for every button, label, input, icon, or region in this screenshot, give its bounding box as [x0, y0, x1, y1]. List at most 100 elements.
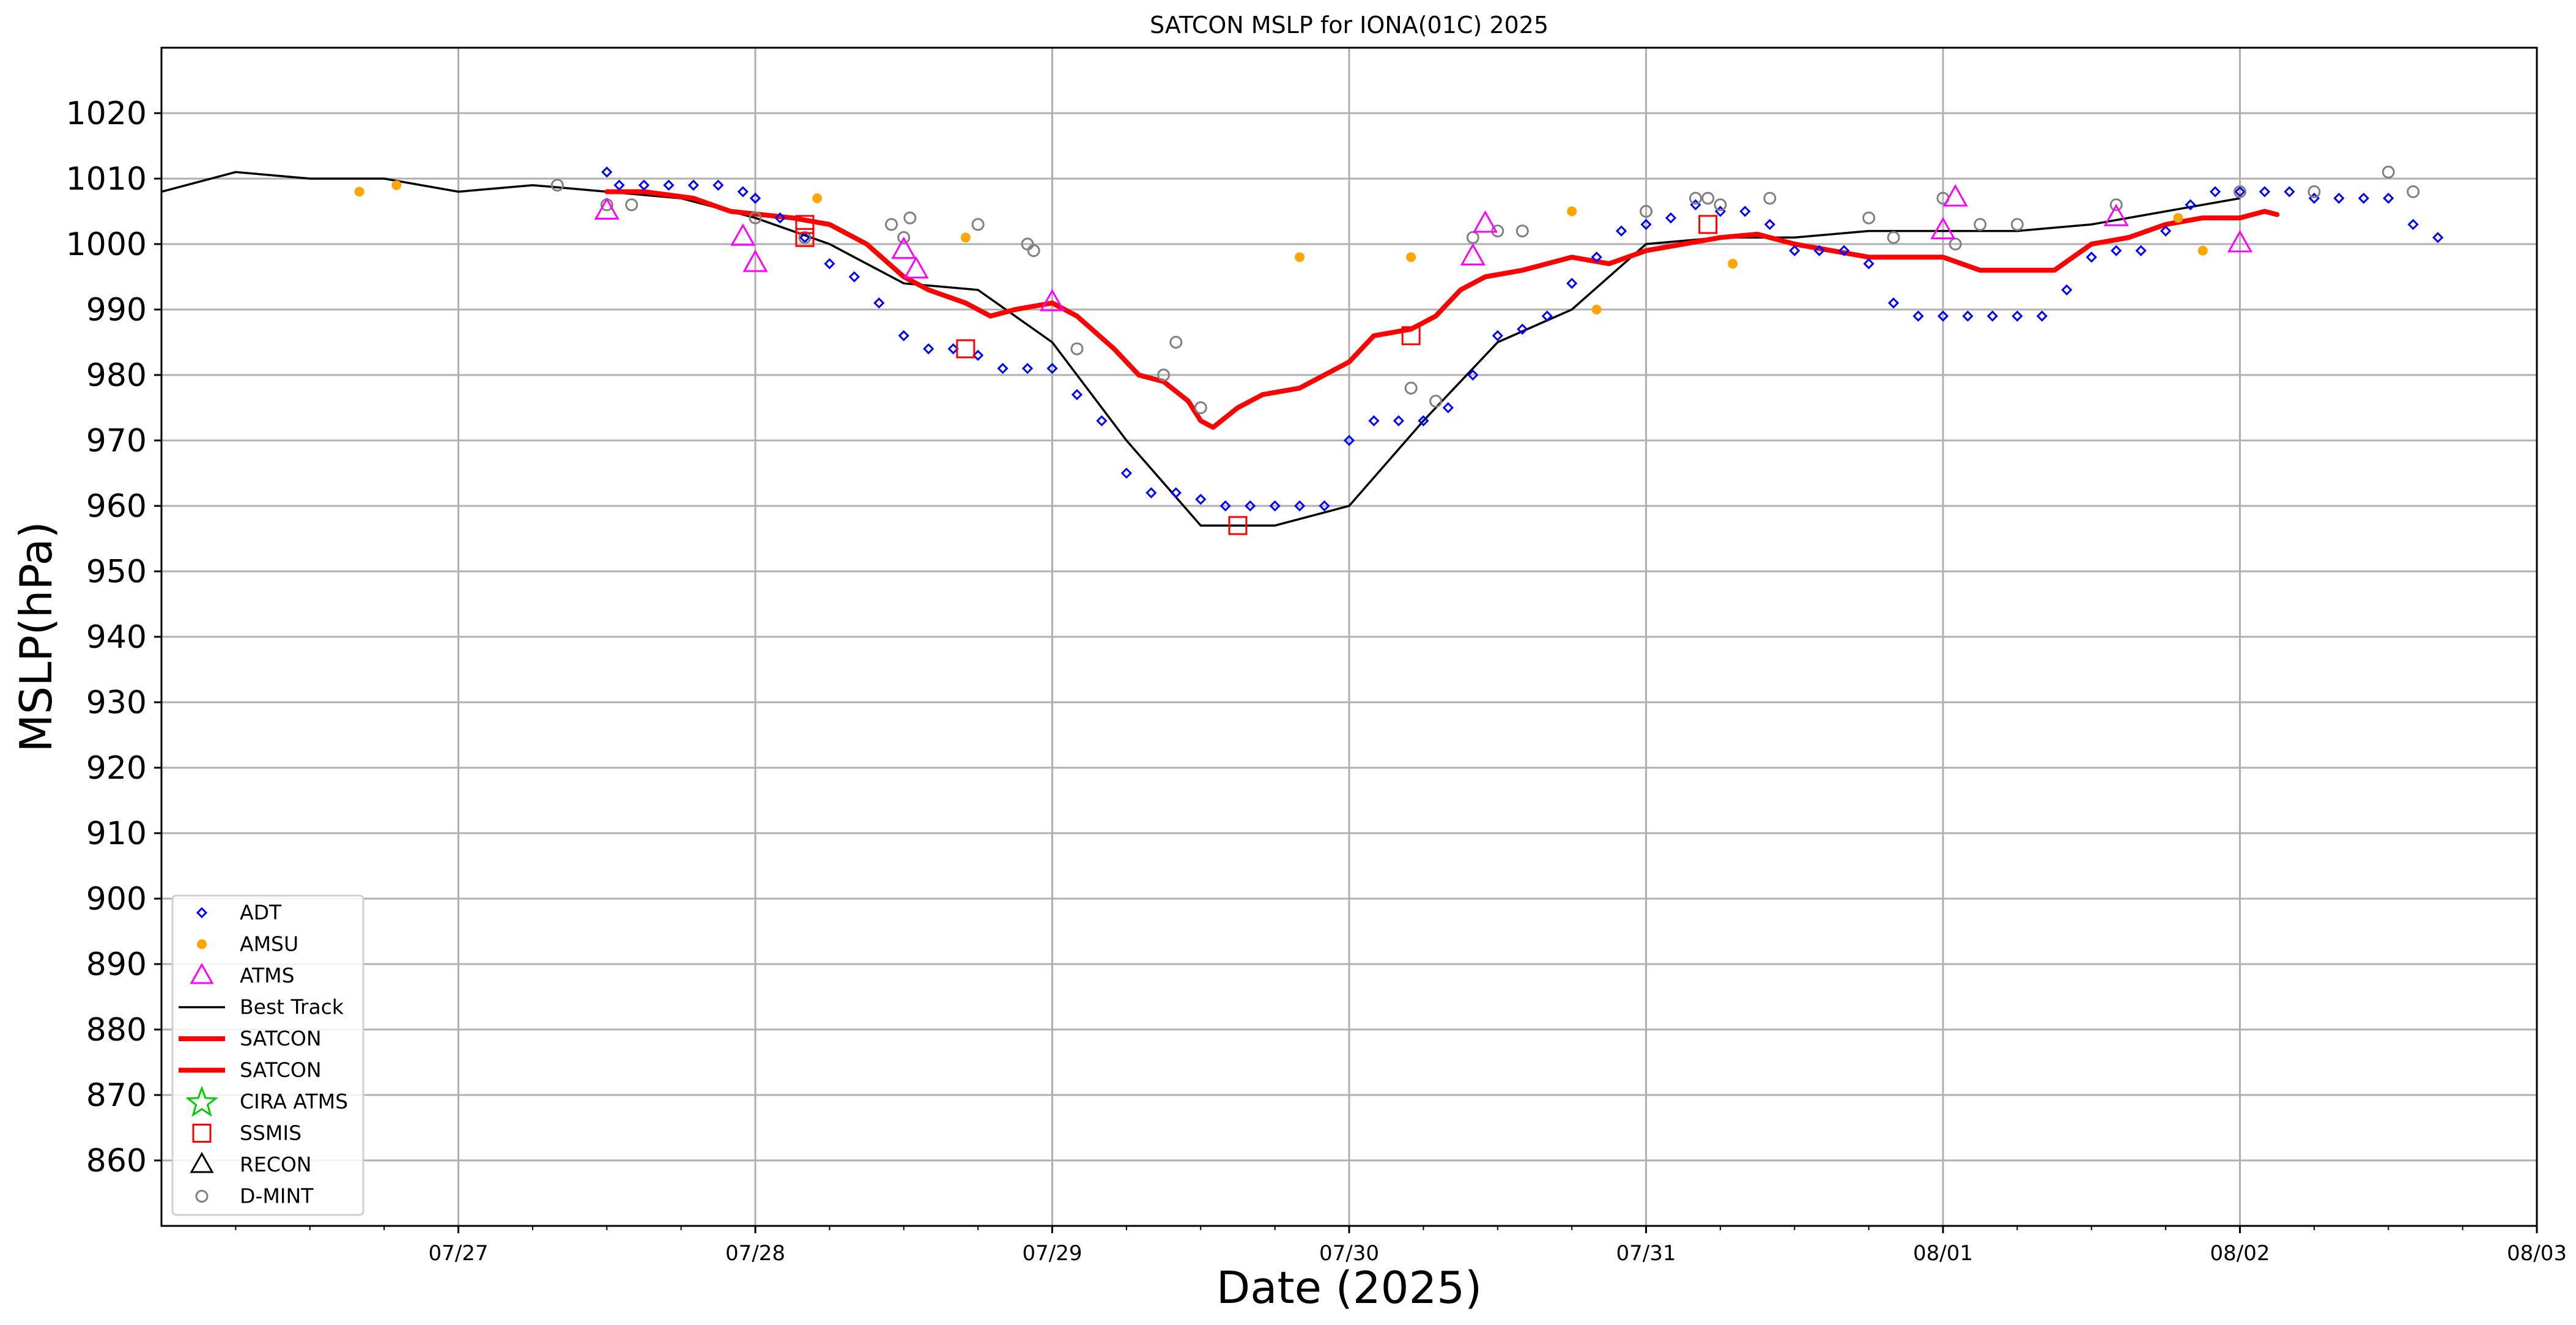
legend-label: SATCON — [240, 1058, 322, 1082]
adt-point — [1912, 310, 1924, 322]
legend-swatch — [196, 907, 208, 919]
adt-point — [2358, 192, 2369, 204]
dmint-point — [2234, 185, 2246, 198]
dmint-point — [903, 211, 917, 225]
grid — [161, 48, 2538, 1226]
ssmis-point — [795, 215, 815, 234]
dmint-point — [550, 179, 564, 192]
dmint-point — [625, 198, 638, 212]
legend-item: ADT — [196, 900, 282, 924]
y-tick-label: 930 — [86, 685, 147, 721]
dmint-point — [798, 231, 812, 244]
adt-point — [1319, 500, 1330, 512]
adt-point — [1986, 310, 1999, 322]
legend-box — [171, 894, 365, 1216]
atms-point — [2103, 204, 2129, 226]
y-tick-label: 990 — [86, 292, 147, 328]
atms-series — [594, 184, 2253, 311]
adt-point — [1046, 363, 1058, 374]
adt-point — [2036, 310, 2048, 322]
atms-point — [1472, 210, 1498, 233]
dmint-point — [1429, 395, 1443, 408]
dmint-point — [2308, 185, 2321, 198]
adt-point — [1195, 494, 1207, 505]
adt-point — [1517, 323, 1528, 335]
adt-point — [1962, 310, 1974, 322]
y-tick-label: 980 — [86, 357, 147, 394]
adt-point — [1120, 467, 1132, 479]
legend-swatch — [192, 1124, 212, 1143]
amsu-series — [354, 180, 2208, 314]
amsu-point — [1567, 206, 1577, 217]
adt-point — [687, 179, 699, 191]
adt-point — [2234, 186, 2246, 198]
legend-item: Best Track — [179, 995, 344, 1019]
amsu-point — [391, 180, 402, 190]
best-track-series — [161, 171, 2240, 527]
ssmis-point — [1698, 215, 1718, 234]
y-axis: 860 870 880 890 900 910 920 930 940 950 960 970 980 9… — [66, 95, 161, 1179]
adt-point — [2086, 251, 2097, 263]
adt-point — [1640, 218, 1652, 231]
dmint-point — [1974, 218, 1987, 231]
adt-point — [1492, 330, 1503, 341]
y-tick-label: 960 — [86, 488, 147, 525]
legend-item: AMSU — [197, 932, 298, 956]
adt-point — [613, 179, 625, 191]
adt-point — [2259, 186, 2271, 198]
dmint-point — [1194, 401, 1207, 414]
amsu-point — [354, 187, 365, 197]
adt-point — [1220, 500, 1231, 512]
dmint-point — [1714, 198, 1727, 212]
y-tick-label: 1020 — [66, 95, 147, 132]
adt-point — [1418, 415, 1429, 427]
adt-point — [1863, 258, 1875, 270]
legend: ADT AMSU ATMS Best Track SATCON SATCON CIRA AT… — [171, 894, 365, 1216]
adt-point — [799, 232, 811, 243]
legend-item: SATCON — [179, 1026, 322, 1050]
adt-point — [1071, 388, 1083, 401]
adt-point — [1021, 363, 1034, 374]
adt-point — [2185, 199, 2196, 210]
atms-point — [594, 197, 620, 220]
legend-item: RECON — [190, 1151, 311, 1176]
adt-point — [1665, 212, 1677, 224]
dmint-series — [550, 165, 2420, 414]
adt-point — [972, 349, 984, 362]
adt-point — [1343, 434, 1355, 447]
adt-point — [1467, 369, 1479, 381]
y-tick-label: 890 — [86, 946, 147, 983]
dmint-point — [1404, 381, 1418, 395]
adt-point — [1541, 310, 1553, 322]
adt-point — [2432, 232, 2444, 243]
adt-point — [824, 258, 835, 270]
adt-point — [1887, 297, 1900, 309]
dmint-point — [2382, 165, 2395, 179]
adt-point — [1789, 245, 1801, 256]
best-track-line — [161, 171, 2240, 527]
y-tick-label: 870 — [86, 1077, 147, 1114]
dmint-point — [1466, 231, 1479, 244]
x-axis: 07/27 07/28 07/29 07/30 07/31 08/01 08/02 08/03 — [235, 1226, 2567, 1266]
atms-point — [1039, 289, 1065, 311]
adt-point — [997, 363, 1009, 374]
dmint-point — [2010, 218, 2024, 231]
legend-item: CIRA ATMS — [185, 1085, 348, 1117]
adt-point — [663, 179, 675, 191]
legend-item: D-MINT — [195, 1184, 314, 1208]
adt-point — [1838, 245, 1850, 256]
adt-point — [1442, 402, 1454, 414]
adt-point — [1146, 487, 1157, 499]
legend-label: RECON — [240, 1152, 311, 1176]
y-tick-label: 860 — [86, 1143, 147, 1179]
y-tick-label: 940 — [86, 619, 147, 656]
amsu-point — [960, 232, 971, 243]
adt-point — [2061, 284, 2073, 296]
legend-label: AMSU — [240, 932, 298, 956]
chart-title: SATCON MSLP for IONA(01C) 2025 — [1150, 12, 1549, 39]
adt-point — [749, 192, 761, 204]
adt-point — [2383, 192, 2394, 204]
x-tick-label: 07/31 — [1616, 1241, 1676, 1266]
adt-point — [2284, 186, 2295, 198]
x-tick-label: 08/01 — [1913, 1241, 1973, 1266]
